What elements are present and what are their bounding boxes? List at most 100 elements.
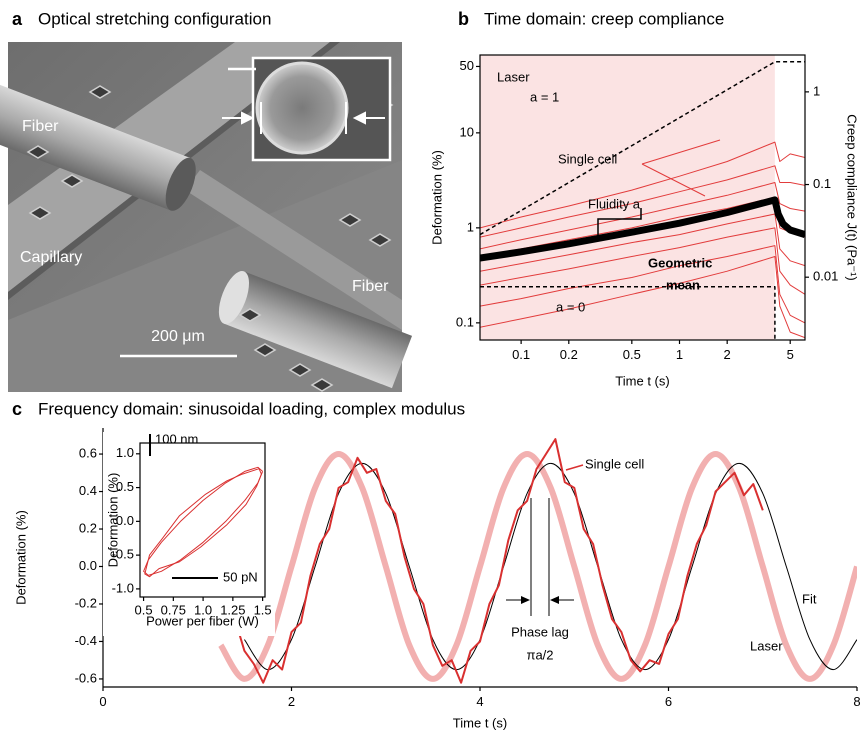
x-axis-label: Power per fiber (W)	[146, 613, 259, 628]
x-tick-label: 0.5	[135, 602, 153, 617]
fluidity-bracket	[597, 208, 642, 240]
pit	[28, 206, 52, 220]
x-tick-label: 1	[676, 347, 683, 362]
y2-axis-label: Creep compliance J(t) (Pa⁻¹)	[845, 114, 860, 281]
plot-frame	[479, 54, 806, 341]
arrow-head	[352, 111, 366, 125]
x-tick-label: 1.25	[220, 602, 245, 617]
series-line	[243, 462, 857, 671]
fiber-end	[218, 271, 249, 324]
panel-title: Frequency domain: sinusoidal loading, co…	[38, 399, 465, 418]
y-axis-label: Deformation (%)	[105, 473, 120, 568]
x-tick-label: 0	[99, 694, 106, 709]
inset-background	[103, 432, 275, 636]
x-tick-label: 4	[476, 694, 483, 709]
y-tick-label: -0.2	[75, 595, 97, 610]
annotation: a = 1	[530, 89, 559, 104]
y2-tick-label: 1	[813, 83, 820, 98]
x-tick-label: 1.0	[194, 602, 212, 617]
series-line	[480, 182, 805, 250]
arrow-head	[550, 596, 559, 604]
y-tick-label: 0.4	[79, 483, 97, 498]
x-tick-label: 0.2	[560, 347, 578, 362]
pointer	[565, 464, 584, 471]
x-tick-label: 0.75	[161, 602, 186, 617]
sem-image: Fiber Fiber Capillary 200 μm	[0, 42, 413, 392]
fiber-body	[0, 84, 191, 211]
capillary-label: Capillary	[20, 249, 82, 266]
panel-label: a	[12, 9, 23, 29]
series-line	[480, 165, 805, 238]
x-tick-label: 0.5	[623, 347, 641, 362]
pointer	[641, 139, 721, 165]
panel-title: Optical stretching configuration	[38, 9, 271, 28]
series-line	[224, 438, 764, 684]
cell	[255, 61, 349, 155]
y-tick-label: 1.0	[116, 445, 134, 460]
y2-tick-label: 0.1	[813, 176, 831, 191]
y-tick-label: 0.2	[79, 520, 97, 535]
annotations-layout	[149, 139, 721, 616]
capillary-lower	[185, 170, 402, 330]
y-tick-label: 50	[460, 58, 474, 73]
annotation: Phase lag	[511, 624, 569, 639]
y-tick-label: -1.0	[112, 580, 134, 595]
arrow-head	[241, 111, 255, 125]
pit	[26, 145, 50, 159]
series-label: Laser	[750, 638, 783, 653]
annotation: Fluidity a	[588, 196, 641, 211]
y-tick-label: -0.4	[75, 633, 97, 648]
fiber-right	[218, 271, 413, 389]
annotation: a = 0	[556, 299, 585, 314]
pit	[338, 213, 362, 227]
x-tick-label: 2	[724, 347, 731, 362]
pit	[288, 363, 312, 377]
series-line	[480, 285, 776, 340]
fiber-end	[165, 157, 196, 211]
y-tick-label: 1	[467, 219, 474, 234]
series-line	[480, 245, 805, 324]
pit	[238, 308, 262, 322]
pit	[60, 174, 84, 188]
x-tick-label: 5	[787, 347, 794, 362]
panel-c: c Frequency domain: sinusoidal loading, c…	[12, 399, 861, 731]
panel-c-inset: 0.5 0.75 1.0 1.25 1.5 1.0 0.5 0.0 -0.5 -1.0 Power …	[103, 431, 275, 636]
y-tick-label: 0.0	[116, 513, 134, 528]
scale-bar-label: 100 nm	[155, 431, 198, 446]
scale-bar-label: 200 μm	[151, 328, 205, 345]
panel-title: Time domain: creep compliance	[484, 9, 724, 28]
panel-label: c	[12, 399, 22, 419]
fiber-label: Fiber	[22, 118, 59, 135]
annotation: πa/2	[526, 647, 553, 662]
series-label: Fit	[802, 591, 817, 606]
scale-bar-label: 50 pN	[223, 569, 258, 584]
x-tick-label: 8	[853, 694, 860, 709]
series-line	[144, 468, 262, 578]
pit	[310, 378, 334, 392]
series-label: Single cell	[585, 456, 644, 471]
annotation: Single cell	[558, 151, 617, 166]
series-line	[480, 213, 805, 272]
series-line	[480, 61, 805, 236]
y-axis-label: Deformation (%)	[429, 150, 444, 245]
fiber-left	[0, 84, 196, 211]
annotation: mean	[666, 277, 700, 292]
pointer	[641, 163, 706, 197]
x-tick-label: 0.1	[512, 347, 530, 362]
arrow-head	[521, 596, 530, 604]
fiber-label: Fiber	[352, 278, 389, 295]
y-tick-label: 0.5	[116, 479, 134, 494]
annotation: Geometric	[648, 255, 712, 270]
y2-tick-label: 0.01	[813, 269, 838, 284]
pit	[88, 85, 112, 99]
y-tick-label: -0.6	[75, 670, 97, 685]
panel-b: b Time domain: creep compliance 0.1 0.2 0.5 1…	[429, 9, 859, 389]
y-tick-label: 0.0	[79, 558, 97, 573]
stretch-arrows	[222, 102, 385, 134]
series-line	[480, 227, 805, 295]
laser-region	[480, 55, 775, 340]
x-tick-label: 1.5	[254, 602, 272, 617]
x-axis-label: Time t (s)	[615, 373, 669, 388]
series-line	[480, 256, 805, 339]
